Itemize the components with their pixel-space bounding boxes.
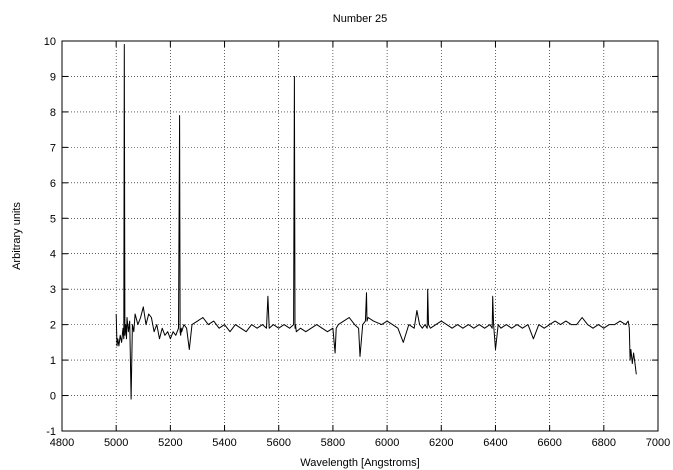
x-tick-label: 5600 — [266, 437, 290, 449]
x-tick-label: 5200 — [158, 437, 182, 449]
y-tick-label: 1 — [50, 355, 56, 367]
y-tick-label: 5 — [50, 213, 56, 225]
x-tick-label: 6000 — [375, 437, 399, 449]
grid-lines — [62, 41, 658, 431]
y-tick-label: 9 — [50, 71, 56, 83]
y-tick-label: 10 — [44, 36, 56, 48]
y-tick-label: 0 — [50, 391, 56, 403]
x-tick-label: 5400 — [212, 437, 236, 449]
x-tick-label: 4800 — [50, 437, 74, 449]
x-tick-label: 6400 — [483, 437, 507, 449]
x-tick-label: 6600 — [537, 437, 561, 449]
x-tick-label: 6200 — [429, 437, 453, 449]
y-tick-label: 4 — [50, 249, 56, 261]
y-tick-label: 6 — [50, 178, 56, 190]
plot-area — [115, 44, 637, 400]
spectrum-series-line — [115, 44, 637, 400]
x-tick-label: 5000 — [104, 437, 128, 449]
chart-title: Number 25 — [333, 13, 387, 25]
plot-frame — [61, 40, 659, 432]
x-tick-label: 6800 — [592, 437, 616, 449]
x-tick-label: 5800 — [321, 437, 345, 449]
y-tick-label: 2 — [50, 320, 56, 332]
y-axis-label: Arbitrary units — [11, 202, 23, 270]
y-tick-label: 3 — [50, 284, 56, 296]
y-tick-label: 7 — [50, 142, 56, 154]
y-tick-label: 8 — [50, 107, 56, 119]
x-axis-label: Wavelength [Angstroms] — [300, 457, 419, 469]
x-tick-label: 7000 — [646, 437, 670, 449]
axis-ticks: 4800 5000 5200 5400 5600 5800 6000 6200 6400 6600… — [44, 36, 670, 449]
y-tick-label: -1 — [46, 426, 56, 438]
